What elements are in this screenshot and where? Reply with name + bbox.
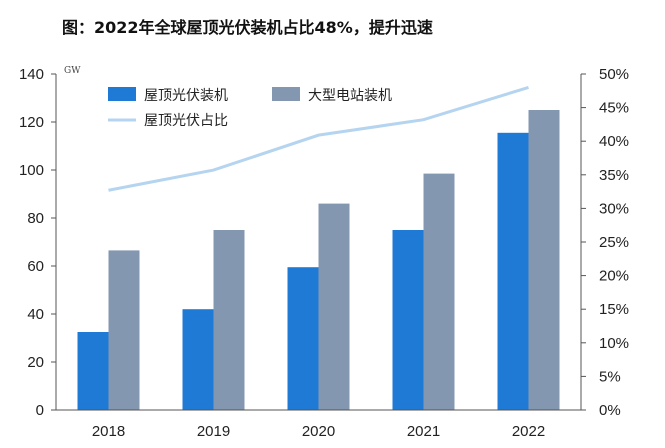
right-axis-ticks: 0% 5% 10% 15% 20% 25% 30% 35% 40% 45% 50%	[599, 66, 629, 419]
ratio-line-path	[108, 86, 529, 192]
left-tick-label: 40	[27, 306, 44, 323]
x-tick-label: 2018	[92, 423, 125, 440]
bar-utility-2019	[213, 230, 245, 410]
bars	[77, 110, 560, 411]
left-tick-label: 0	[36, 402, 44, 419]
bar-utility-2021	[423, 173, 455, 410]
right-tick-label: 25%	[599, 234, 629, 251]
left-axis-ticks: 0 20 40 60 80 100 120 140	[19, 66, 44, 419]
bar-rooftop-2022	[497, 132, 529, 411]
bar-rooftop-2018	[77, 332, 109, 410]
x-tick-label: 2019	[197, 423, 230, 440]
left-tick-label: 120	[19, 114, 44, 131]
right-tick-label: 5%	[599, 368, 621, 385]
x-tick-label: 2020	[302, 423, 335, 440]
right-tick-label: 0%	[599, 402, 621, 419]
legend-label-rooftop: 屋顶光伏装机	[144, 88, 228, 104]
legend: 屋顶光伏装机 大型电站装机 屋顶光伏占比	[108, 87, 392, 129]
bar-rooftop-2019	[182, 309, 214, 410]
legend-label-ratio: 屋顶光伏占比	[144, 113, 228, 129]
legend-label-utility: 大型电站装机	[308, 88, 392, 104]
right-tick-label: 30%	[599, 200, 629, 217]
axes	[51, 73, 586, 411]
bar-utility-2018	[108, 250, 140, 410]
left-tick-label: 100	[19, 162, 44, 179]
right-tick-label: 40%	[599, 133, 629, 150]
chart-title: 图：2022年全球屋顶光伏装机占比48%，提升迅速	[62, 18, 433, 37]
legend-swatch-utility	[272, 87, 300, 101]
x-tick-label: 2021	[407, 423, 440, 440]
right-tick-label: 35%	[599, 167, 629, 184]
right-tick-label: 10%	[599, 335, 629, 352]
right-tick-label: 45%	[599, 100, 629, 117]
left-tick-label: 20	[27, 354, 44, 371]
bar-rooftop-2020	[287, 267, 319, 410]
right-tick-label: 50%	[599, 66, 629, 83]
bar-rooftop-2021	[392, 230, 424, 410]
ratio-line	[108, 86, 529, 192]
x-axis-ticks: 2018 2019 2020 2021 2022	[92, 423, 545, 440]
left-axis-unit: GW	[64, 66, 81, 76]
left-tick-label: 60	[27, 258, 44, 275]
right-tick-label: 20%	[599, 268, 629, 285]
legend-swatch-rooftop	[108, 87, 136, 101]
left-tick-label: 140	[19, 66, 44, 83]
x-tick-label: 2022	[512, 423, 545, 440]
right-tick-label: 15%	[599, 301, 629, 318]
bar-utility-2022	[528, 110, 560, 410]
bar-utility-2020	[318, 203, 350, 410]
left-tick-label: 80	[27, 210, 44, 227]
